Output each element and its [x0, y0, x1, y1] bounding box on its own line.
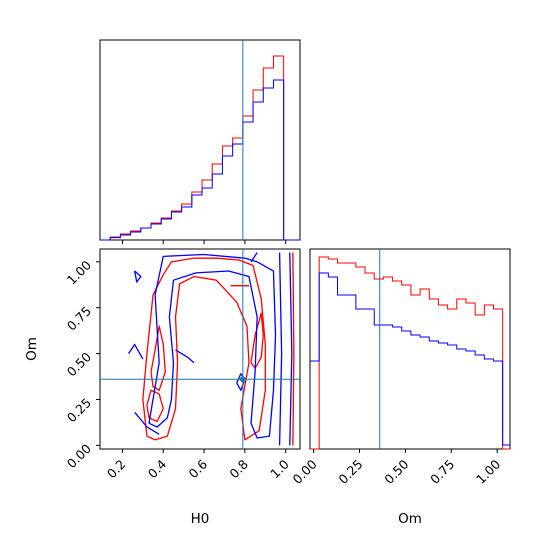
om-xtick-label-4: 1.00 [473, 456, 503, 486]
h0-om-contour-panel: 0.2 0.4 0.6 0.8 1.0 0.000.250.500.751.00 H0 … [24, 248, 301, 527]
om-histogram-panel: 0.00 0.25 0.50 0.75 1.00 Om [289, 248, 511, 527]
truth-point [239, 376, 246, 383]
y-axis-label-om: Om [24, 337, 40, 361]
h0-histogram-frame [99, 39, 301, 241]
h0-xtick-label-0: 0.2 [104, 457, 129, 482]
om-hist-series-blue [310, 272, 510, 446]
om-xtick-label-3: 0.75 [427, 457, 457, 487]
contour-blue-2 [128, 343, 144, 360]
contour-red-5 [292, 252, 295, 446]
contour-red-2 [146, 389, 164, 423]
om-histogram-frame [309, 248, 511, 450]
h0-hist-series-red [100, 55, 300, 241]
om-hist-series-red [310, 256, 510, 450]
h0-xtick-label-1: 0.4 [145, 456, 170, 481]
contour-red-0 [142, 257, 266, 441]
contour-blue-3 [134, 270, 142, 283]
h0-xtick-label-4: 1.0 [267, 456, 292, 481]
contour-blue-8 [289, 252, 293, 446]
om-xtick-label-2: 0.50 [381, 456, 411, 486]
h0-xtick-label-2: 0.6 [186, 456, 211, 481]
om-ytick-label-1: 0.25 [64, 395, 94, 425]
contour-frame [99, 248, 301, 450]
contour-blue-7 [278, 252, 283, 446]
contour-blue-1 [134, 411, 160, 435]
om-ytick-label-0: 0.00 [64, 441, 94, 471]
h0-xtick-label-3: 0.8 [226, 456, 251, 481]
om-xtick-label-1: 0.25 [335, 457, 365, 487]
contour-blue-4 [175, 349, 195, 364]
contour-red-1 [150, 325, 166, 391]
h0-hist-series-blue [100, 79, 300, 241]
h0-histogram-panel [99, 39, 301, 244]
x-axis-label-om: Om [398, 511, 422, 527]
contour-blue-6 [250, 252, 258, 263]
om-ytick-label-4: 1.00 [64, 257, 94, 287]
contour-blue-0 [148, 253, 277, 439]
om-ytick-label-3: 0.75 [64, 303, 94, 333]
om-xtick-label-0: 0.00 [289, 456, 319, 486]
x-axis-label-h0: H0 [191, 511, 210, 527]
om-ytick-label-2: 0.50 [64, 349, 94, 379]
